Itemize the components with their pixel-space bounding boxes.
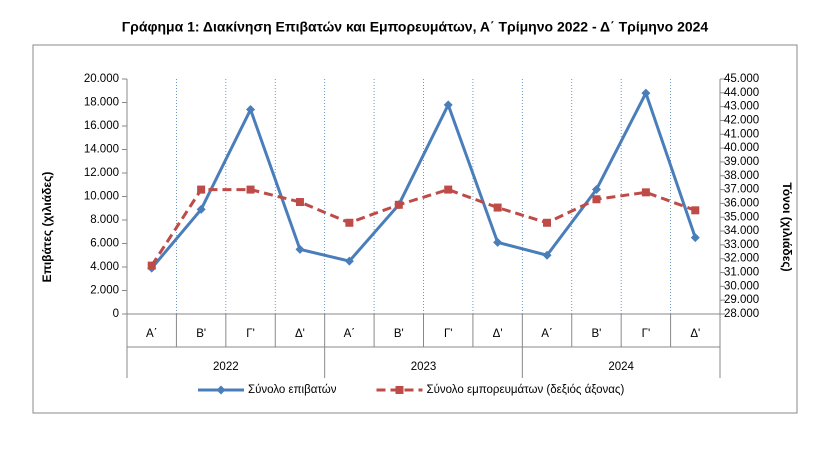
y2-tick-label: 30.000: [724, 280, 759, 292]
legend-marker: [216, 385, 226, 395]
y2-tick-label: 33.000: [724, 239, 759, 251]
y2-tick-label: 29.000: [724, 294, 759, 306]
x-tick-label: Γ': [642, 328, 651, 340]
x-tick-label: Α΄: [541, 328, 553, 340]
marker: [345, 218, 354, 227]
marker: [542, 250, 552, 260]
y2-tick-label: 28.000: [724, 308, 759, 320]
marker: [295, 244, 305, 254]
y-tick-label: 14.000: [84, 144, 119, 156]
marker: [641, 88, 651, 98]
y2-axis-title: Τόνοι (χιλιάδες): [780, 182, 794, 271]
marker: [197, 185, 206, 194]
series-line: [150, 89, 697, 270]
y-tick-label: 8.000: [90, 214, 119, 226]
marker: [690, 233, 700, 243]
y2-tick-label: 44.000: [724, 87, 759, 99]
x-tick-label: Δ': [690, 328, 700, 340]
y2-tick-label: 39.000: [724, 156, 759, 168]
x-tick-label: Δ': [295, 328, 305, 340]
x-tick-label: Α΄: [344, 328, 356, 340]
marker: [344, 256, 354, 266]
marker: [543, 218, 552, 227]
marker: [691, 206, 700, 215]
y-tick-label: 10.000: [84, 191, 119, 203]
y-tick-label: 6.000: [90, 238, 119, 250]
legend-label: Σύνολο εμπορευμάτων (δεξιός άξονας): [426, 384, 624, 396]
marker: [295, 198, 304, 207]
series-line: [150, 188, 696, 267]
marker: [246, 105, 256, 115]
marker: [444, 185, 453, 194]
marker: [443, 100, 453, 110]
y2-tick-label: 45.000: [724, 73, 759, 85]
x-tick-label: Γ': [444, 328, 453, 340]
x-tick-label: Β': [394, 328, 404, 340]
y-tick-label: 20.000: [84, 73, 119, 85]
marker: [641, 188, 650, 197]
y2-tick-label: 40.000: [724, 142, 759, 154]
y2-tick-label: 42.000: [724, 115, 759, 127]
x-tick-label: Δ': [493, 328, 503, 340]
chart-title: Γράφημα 1: Διακίνηση Επιβατών και Εμπορε…: [122, 19, 709, 35]
marker: [493, 237, 503, 247]
marker: [147, 261, 156, 270]
chart-frame: [32, 44, 798, 414]
y-tick-label: 4.000: [90, 261, 119, 273]
y2-tick-label: 35.000: [724, 211, 759, 223]
marker: [592, 195, 601, 204]
y2-tick-label: 34.000: [724, 225, 759, 237]
marker: [394, 200, 403, 209]
x-tick-label: Γ': [246, 328, 255, 340]
y2-tick-label: 32.000: [724, 253, 759, 265]
y-tick-label: 18.000: [84, 97, 119, 109]
marker: [493, 203, 502, 212]
y-tick-label: 16.000: [84, 120, 119, 132]
y-tick-label: 12.000: [84, 167, 119, 179]
y2-tick-label: 38.000: [724, 170, 759, 182]
group-label: 2022: [213, 361, 239, 373]
y2-tick-label: 36.000: [724, 197, 759, 209]
legend-marker: [395, 386, 404, 394]
y2-tick-label: 37.000: [724, 184, 759, 196]
y-tick-label: 2.000: [90, 285, 119, 297]
y-axis-title: Επιβάτες (χιλιάδες): [40, 172, 54, 283]
marker: [591, 184, 601, 194]
marker: [196, 204, 206, 214]
y2-tick-label: 41.000: [724, 128, 759, 140]
group-label: 2023: [411, 361, 437, 373]
x-tick-label: Α΄: [146, 328, 158, 340]
y-tick-label: 0: [113, 308, 119, 320]
marker: [246, 185, 255, 194]
y2-tick-label: 31.000: [724, 267, 759, 279]
group-label: 2024: [608, 361, 634, 373]
y2-tick-label: 43.000: [724, 101, 759, 113]
x-tick-label: Β': [196, 328, 206, 340]
x-tick-label: Β': [592, 328, 602, 340]
legend-label: Σύνολο επιβατών: [248, 384, 337, 396]
